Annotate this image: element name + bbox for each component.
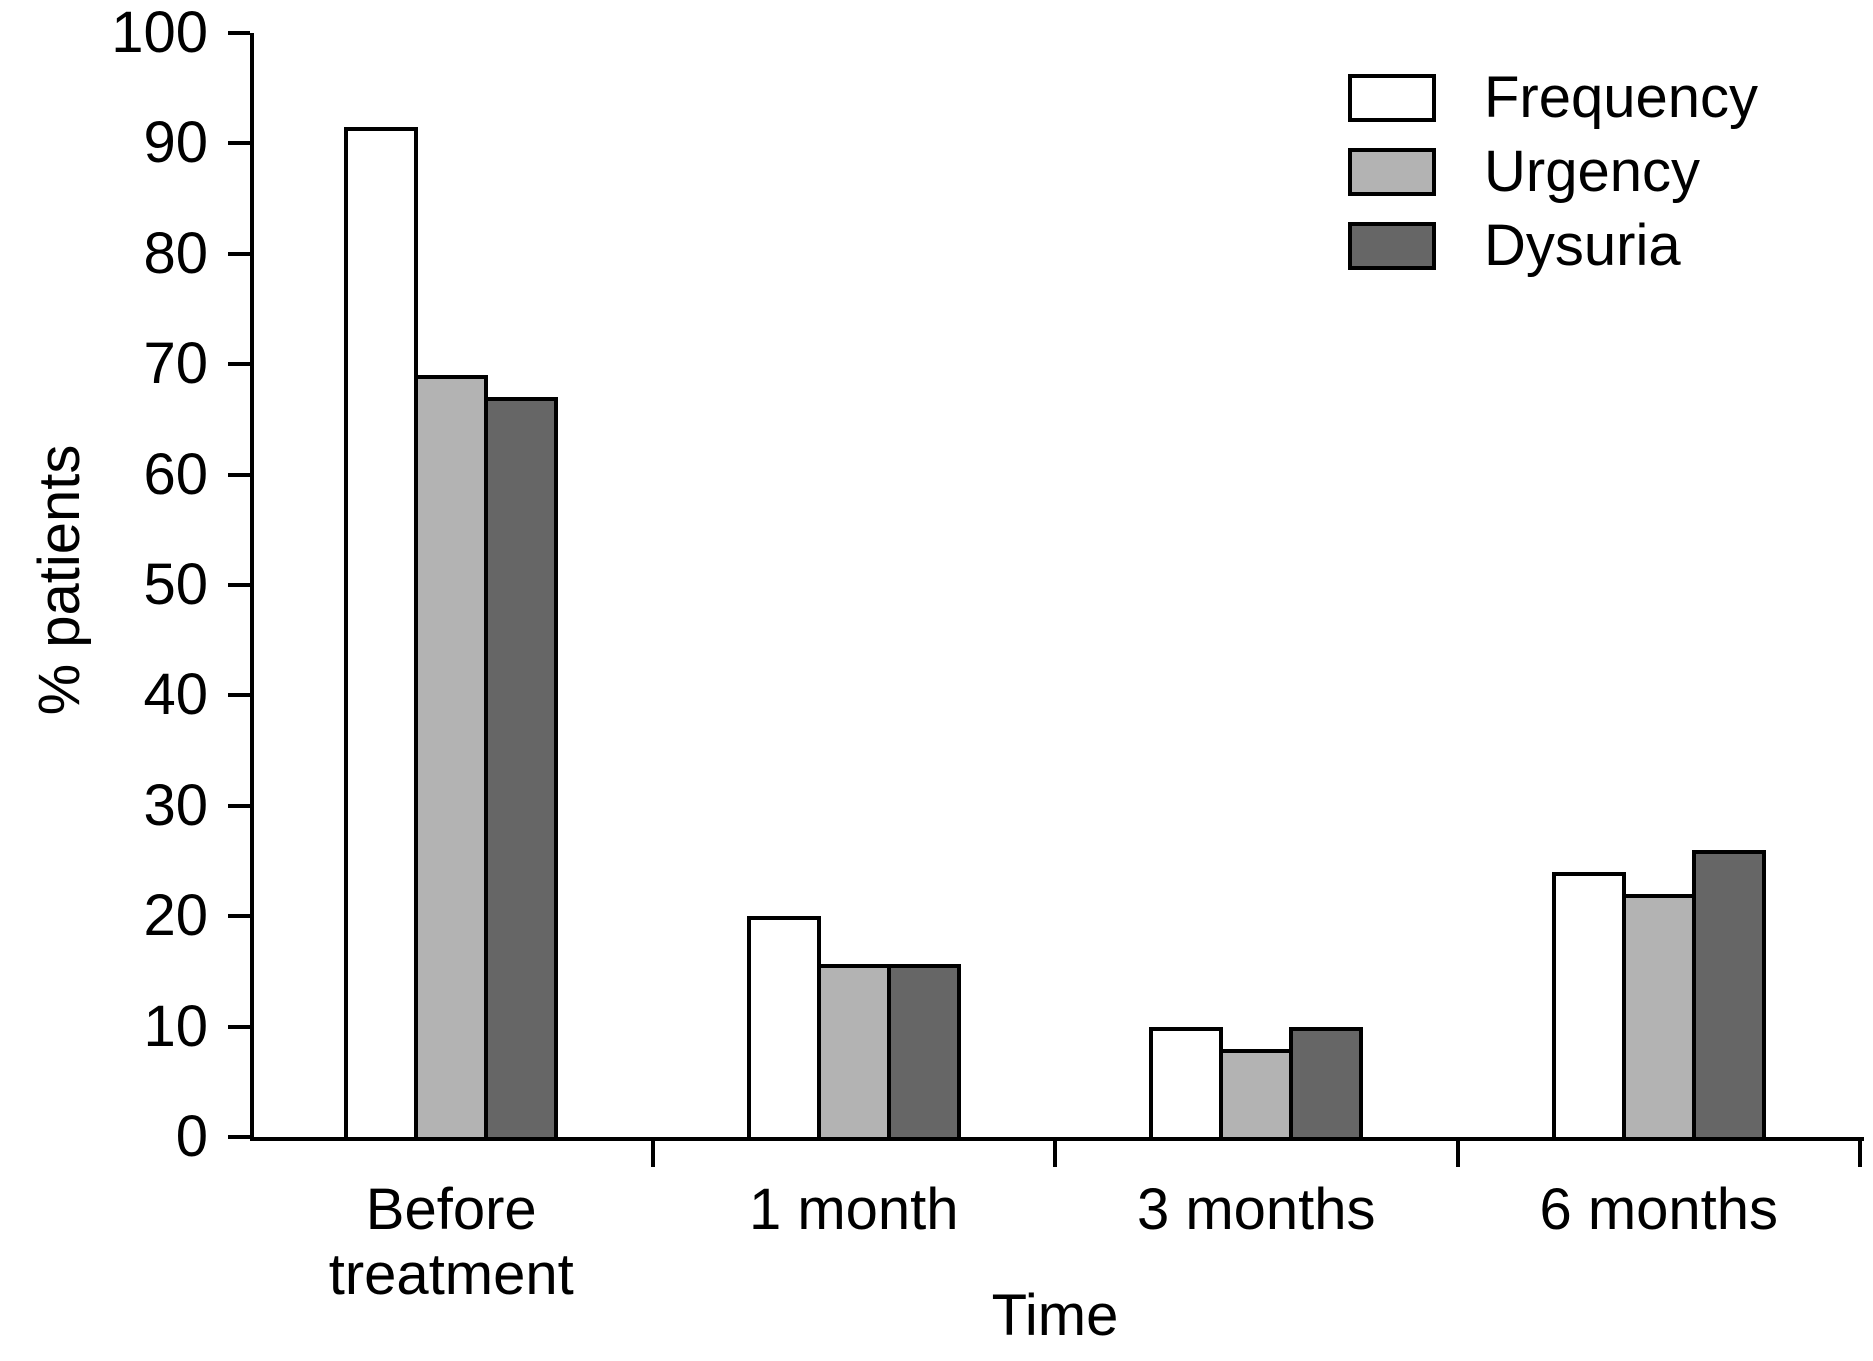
y-tick — [228, 693, 250, 698]
y-tick-label: 80 — [143, 220, 208, 286]
x-category-label-3-months: 3 months — [1136, 1177, 1376, 1242]
y-tick — [228, 472, 250, 477]
bar-urgency-before-treatment — [414, 375, 488, 1141]
y-tick — [228, 1135, 250, 1139]
x-axis-line — [250, 1137, 1864, 1141]
legend-label-urgency: Urgency — [1484, 139, 1700, 204]
y-tick-label: 100 — [111, 0, 208, 65]
y-axis-line — [250, 33, 254, 1141]
bar-urgency-1-month — [817, 964, 891, 1141]
y-tick — [228, 914, 250, 919]
x-category-label-1-month: 1 month — [748, 1177, 959, 1242]
bar-dysuria-before-treatment — [484, 397, 558, 1141]
y-tick — [228, 251, 250, 256]
y-tick — [228, 362, 250, 367]
bar-frequency-before-treatment — [344, 127, 418, 1141]
legend-item-urgency: Urgency — [1348, 143, 1758, 201]
x-tick — [650, 1141, 655, 1167]
bar-frequency-3-months — [1149, 1027, 1223, 1141]
y-tick-label: 50 — [143, 552, 208, 617]
y-tick-label: 90 — [143, 110, 208, 176]
x-tick — [1053, 1141, 1057, 1167]
bar-frequency-6-months — [1552, 872, 1626, 1141]
y-tick-label: 10 — [143, 993, 208, 1059]
legend-item-frequency: Frequency — [1348, 69, 1758, 127]
x-axis-title: Time — [991, 1283, 1119, 1348]
x-category-label-before-treatment: Before treatment — [328, 1177, 574, 1307]
x-tick — [1455, 1141, 1460, 1167]
y-tick-label: 30 — [143, 772, 208, 838]
legend-swatch-frequency — [1348, 74, 1436, 122]
legend-swatch-dysuria — [1348, 222, 1436, 270]
bar-dysuria-3-months — [1289, 1027, 1363, 1141]
y-tick — [228, 141, 250, 146]
bar-urgency-6-months — [1622, 894, 1696, 1141]
legend: Frequency Urgency Dysuria — [1348, 69, 1758, 296]
y-tick — [228, 31, 250, 35]
legend-label-frequency: Frequency — [1484, 65, 1759, 130]
bar-frequency-1-month — [747, 916, 821, 1141]
y-tick-label: 60 — [143, 441, 208, 507]
y-tick-label: 40 — [143, 662, 208, 728]
y-tick — [228, 803, 250, 808]
y-tick-label: 70 — [143, 331, 208, 397]
x-category-label-6-months: 6 months — [1539, 1177, 1779, 1242]
x-tick — [1858, 1141, 1862, 1167]
legend-item-dysuria: Dysuria — [1348, 217, 1758, 275]
bar-dysuria-1-month — [887, 964, 961, 1141]
bar-dysuria-6-months — [1692, 850, 1766, 1141]
y-tick — [228, 1024, 250, 1029]
legend-swatch-urgency — [1348, 148, 1436, 196]
y-tick-label: 0 — [175, 1104, 208, 1169]
legend-label-dysuria: Dysuria — [1484, 213, 1681, 278]
y-tick — [228, 583, 250, 587]
bar-urgency-3-months — [1219, 1049, 1293, 1141]
y-tick-label: 20 — [143, 883, 208, 949]
